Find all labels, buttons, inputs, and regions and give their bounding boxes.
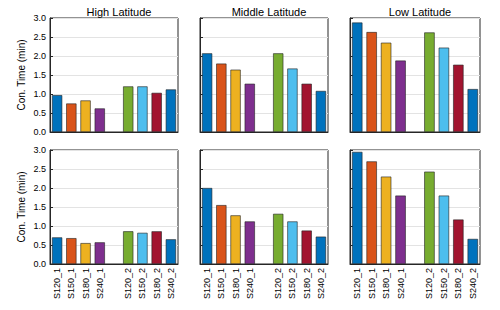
svg-text:S180_2: S180_2 (453, 268, 463, 299)
svg-text:S240_1: S240_1 (95, 268, 105, 299)
svg-text:0.0: 0.0 (33, 127, 46, 137)
svg-text:S180_1: S180_1 (381, 268, 391, 299)
svg-text:S180_1: S180_1 (231, 268, 241, 299)
svg-text:1.5: 1.5 (33, 70, 46, 80)
svg-text:S240_2: S240_2 (468, 268, 478, 299)
svg-text:2.5: 2.5 (33, 32, 46, 42)
svg-text:1.0: 1.0 (33, 89, 46, 99)
svg-text:S150_1: S150_1 (216, 268, 226, 299)
svg-text:S240_1: S240_1 (245, 268, 255, 299)
svg-text:1.5: 1.5 (33, 202, 46, 212)
svg-text:3.0: 3.0 (33, 145, 46, 155)
svg-text:Low Latitude: Low Latitude (389, 6, 451, 18)
svg-text:S150_1: S150_1 (66, 268, 76, 299)
svg-text:0.5: 0.5 (33, 108, 46, 118)
svg-text:S120_2: S120_2 (123, 268, 133, 299)
svg-text:S120_1: S120_1 (352, 268, 362, 299)
svg-text:S120_1: S120_1 (202, 268, 212, 299)
svg-text:2.5: 2.5 (33, 164, 46, 174)
svg-text:Con. Time (min): Con. Time (min) (16, 171, 27, 242)
svg-text:S180_1: S180_1 (81, 268, 91, 299)
svg-text:S120_2: S120_2 (273, 268, 283, 299)
svg-text:Middle Latitude: Middle Latitude (232, 6, 307, 18)
svg-text:2.0: 2.0 (33, 183, 46, 193)
svg-text:2.0: 2.0 (33, 51, 46, 61)
svg-text:S180_2: S180_2 (152, 268, 162, 299)
svg-text:S120_2: S120_2 (424, 268, 434, 299)
svg-text:S180_2: S180_2 (302, 268, 312, 299)
svg-text:0.5: 0.5 (33, 240, 46, 250)
svg-text:S240_2: S240_2 (166, 268, 176, 299)
svg-text:S240_1: S240_1 (396, 268, 406, 299)
svg-text:Con. Time (min): Con. Time (min) (16, 39, 27, 110)
svg-text:3.0: 3.0 (33, 13, 46, 23)
svg-text:High Latitude: High Latitude (87, 6, 152, 18)
svg-text:S150_2: S150_2 (137, 268, 147, 299)
svg-text:S150_1: S150_1 (367, 268, 377, 299)
svg-text:S240_2: S240_2 (316, 268, 326, 299)
svg-text:S120_1: S120_1 (52, 268, 62, 299)
svg-text:0.0: 0.0 (33, 259, 46, 269)
svg-text:S150_2: S150_2 (287, 268, 297, 299)
svg-text:S150_2: S150_2 (439, 268, 449, 299)
svg-text:1.0: 1.0 (33, 221, 46, 231)
